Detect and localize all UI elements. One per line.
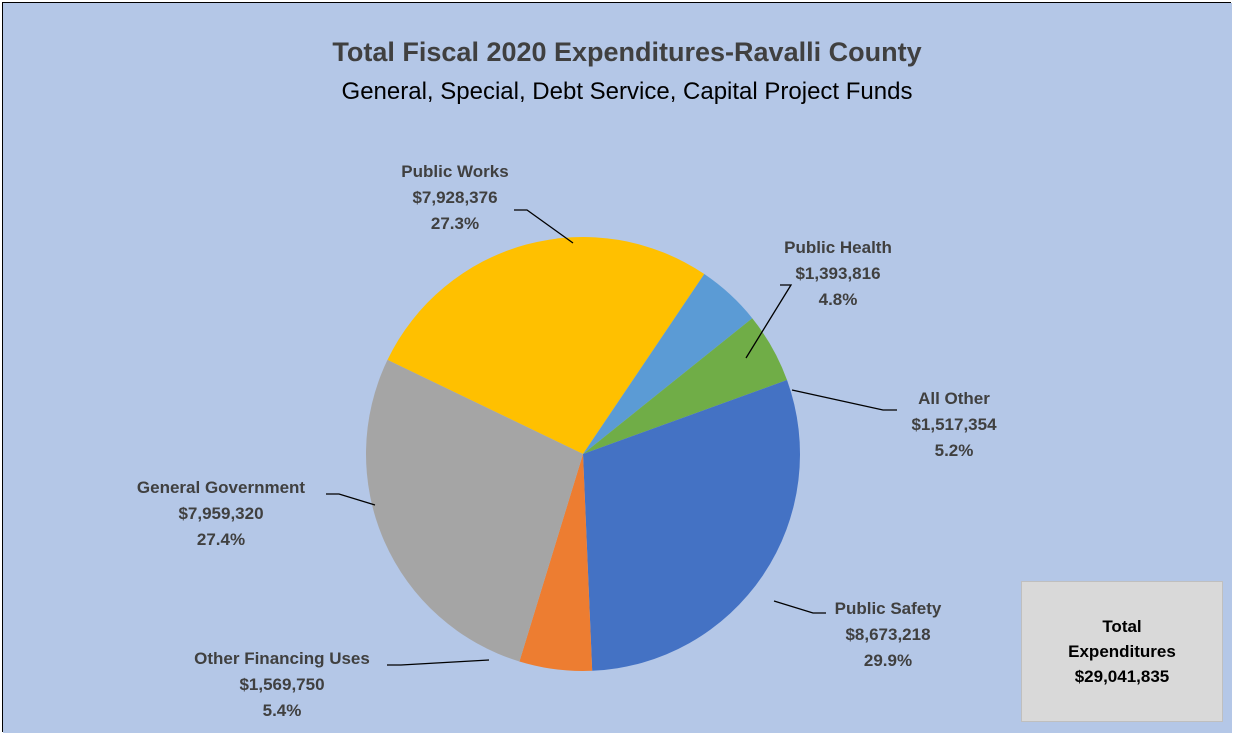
slice-percent-label: 4.8% <box>819 290 858 309</box>
pie-slice-other-financing-uses <box>519 454 593 672</box>
slice-category-label: General Government <box>137 478 306 497</box>
pie-slice-general-government <box>366 359 583 662</box>
slice-category-label: Public Health <box>784 238 892 257</box>
leader-line <box>326 493 376 506</box>
total-box-line3: $29,041,835 <box>1074 667 1170 686</box>
slice-value-label: $7,959,320 <box>178 504 263 523</box>
leader-line <box>791 389 897 411</box>
pie-slice-all-other <box>583 318 787 454</box>
slice-category-label: Public Works <box>401 162 508 181</box>
chart-title: Total Fiscal 2020 Expenditures-Ravalli C… <box>332 37 921 67</box>
leader-line <box>773 600 826 614</box>
slice-value-label: $8,673,218 <box>845 625 930 644</box>
chart-subtitle: General, Special, Debt Service, Capital … <box>342 78 913 105</box>
total-expenditures-box: Total Expenditures $29,041,835 <box>1021 581 1223 722</box>
slice-percent-label: 5.4% <box>263 701 302 720</box>
leader-line <box>514 209 574 244</box>
slice-category-label: Public Safety <box>835 599 942 618</box>
leader-line <box>387 659 490 666</box>
slice-value-label: $7,928,376 <box>412 188 497 207</box>
slice-percent-label: 27.4% <box>197 530 245 549</box>
slice-category-label: Other Financing Uses <box>194 649 370 668</box>
slice-value-label: $1,393,816 <box>795 264 880 283</box>
leader-line <box>745 284 793 359</box>
slice-value-label: $1,517,354 <box>911 415 997 434</box>
pie-slice-public-safety <box>583 380 801 671</box>
slice-value-label: $1,569,750 <box>239 675 324 694</box>
pie-chart: Total Fiscal 2020 Expenditures-Ravalli C… <box>3 3 1232 733</box>
slice-percent-label: 5.2% <box>935 441 974 460</box>
pie-slice-public-works <box>387 237 705 454</box>
slice-category-label: All Other <box>918 389 990 408</box>
pie-slice-public-health <box>583 274 753 454</box>
slice-percent-label: 29.9% <box>864 651 912 670</box>
total-box-line2: Expenditures <box>1068 642 1176 661</box>
slice-percent-label: 27.3% <box>431 214 479 233</box>
total-box-line1: Total <box>1102 617 1142 636</box>
